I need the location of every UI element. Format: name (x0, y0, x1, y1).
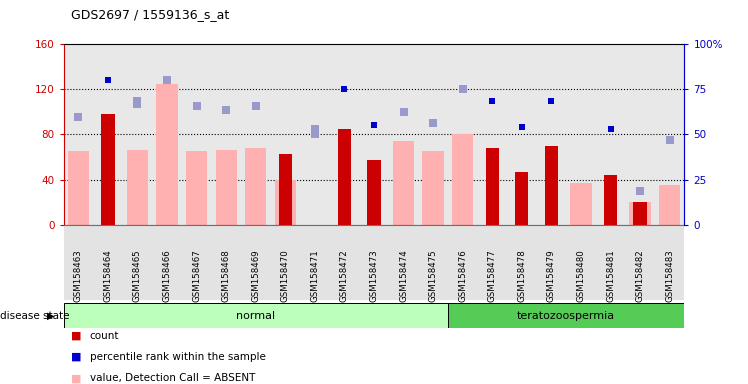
Bar (604, 175, 617, 225)
Text: teratozoospermia: teratozoospermia (517, 311, 615, 321)
Bar (595, 225, 625, 300)
Bar (452, 134, 473, 225)
Bar (300, 225, 330, 300)
Bar (536, 225, 566, 300)
Bar (629, 202, 651, 225)
Bar (570, 183, 592, 225)
Bar (94, 44, 123, 225)
Bar (156, 84, 178, 225)
Bar (515, 172, 529, 225)
Bar (182, 225, 212, 300)
Bar (448, 303, 684, 328)
Bar (507, 44, 536, 225)
Bar (477, 225, 507, 300)
Text: disease state: disease state (0, 311, 70, 321)
Bar (359, 225, 389, 300)
Bar (64, 44, 94, 225)
Text: normal: normal (236, 311, 275, 321)
Bar (566, 44, 595, 225)
Bar (393, 141, 414, 225)
Bar (271, 225, 300, 300)
Bar (338, 129, 351, 225)
Bar (545, 146, 558, 225)
Bar (367, 161, 381, 225)
Bar (595, 44, 625, 225)
Bar (359, 44, 389, 225)
Bar (271, 44, 300, 225)
Bar (241, 44, 271, 225)
Bar (275, 180, 296, 225)
Text: GDS2697 / 1559136_s_at: GDS2697 / 1559136_s_at (71, 8, 230, 21)
Bar (127, 150, 148, 225)
Bar (279, 154, 292, 225)
Bar (536, 44, 566, 225)
Bar (389, 44, 418, 225)
Bar (659, 185, 680, 225)
Bar (241, 225, 271, 300)
Bar (64, 225, 94, 300)
Bar (330, 225, 359, 300)
Bar (94, 225, 123, 300)
Bar (212, 44, 241, 225)
Bar (634, 202, 647, 225)
Bar (418, 225, 448, 300)
Bar (448, 225, 477, 300)
Bar (123, 44, 153, 225)
Text: ■: ■ (71, 352, 82, 362)
Bar (68, 151, 89, 225)
Bar (245, 148, 266, 225)
Bar (418, 44, 448, 225)
Bar (448, 44, 477, 225)
Bar (507, 225, 536, 300)
Bar (625, 44, 654, 225)
Bar (389, 225, 418, 300)
Text: value, Detection Call = ABSENT: value, Detection Call = ABSENT (90, 373, 255, 383)
Bar (153, 225, 182, 300)
Bar (153, 44, 182, 225)
Bar (625, 225, 654, 300)
Bar (423, 151, 444, 225)
Bar (212, 225, 241, 300)
Bar (477, 44, 507, 225)
Text: ■: ■ (71, 331, 82, 341)
Bar (215, 150, 237, 225)
Bar (186, 151, 207, 225)
Text: count: count (90, 331, 119, 341)
Bar (101, 114, 114, 225)
Bar (300, 44, 330, 225)
Text: ■: ■ (71, 373, 82, 383)
Bar (654, 225, 684, 300)
Bar (566, 225, 595, 300)
Bar (182, 44, 212, 225)
Bar (654, 44, 684, 225)
Bar (330, 44, 359, 225)
Bar (123, 225, 153, 300)
Bar (64, 303, 448, 328)
Text: ▶: ▶ (47, 311, 55, 321)
Text: percentile rank within the sample: percentile rank within the sample (90, 352, 266, 362)
Bar (485, 148, 499, 225)
